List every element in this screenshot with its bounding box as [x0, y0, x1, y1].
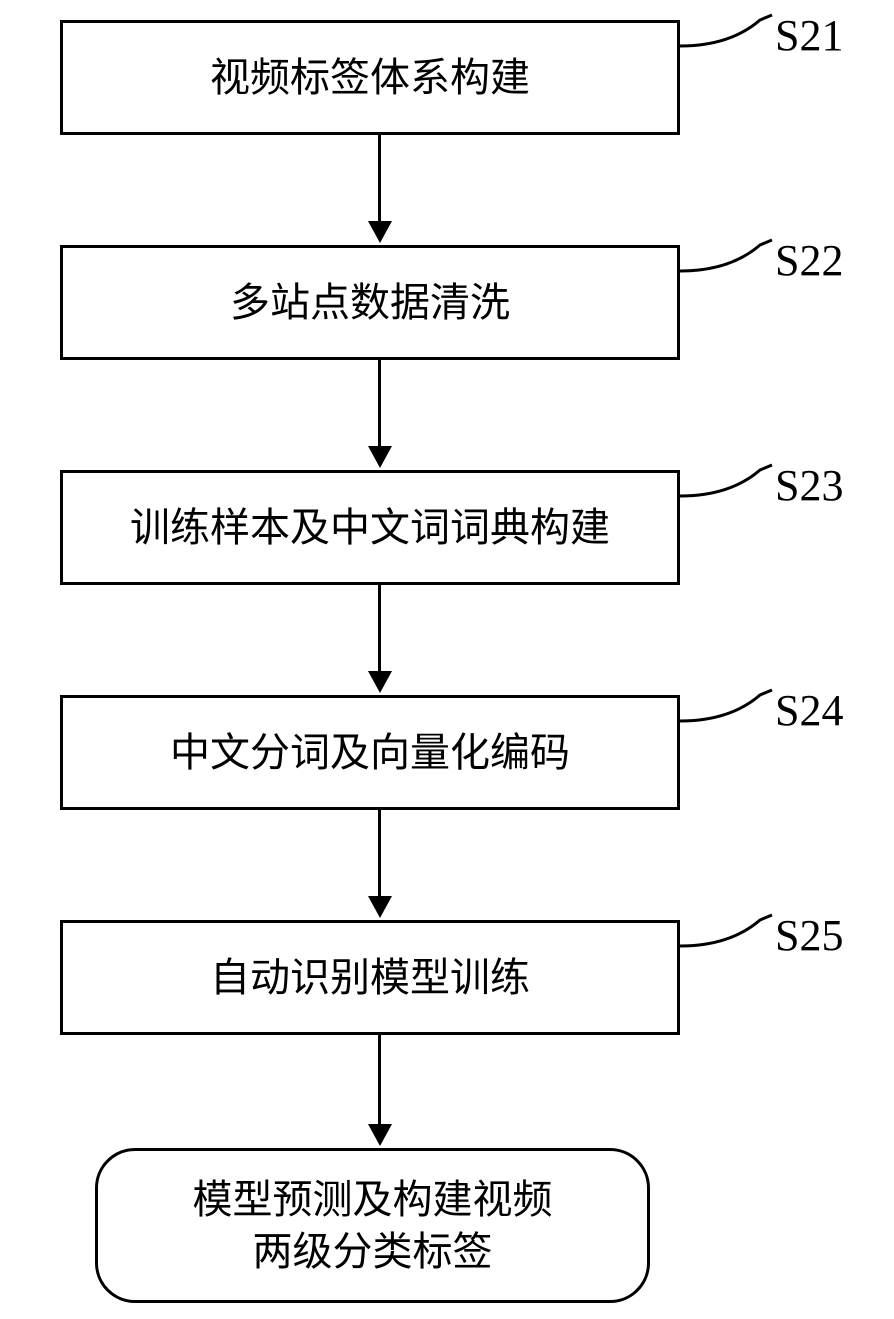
flowchart-node-s21: 视频标签体系构建 — [60, 20, 680, 135]
arrow-s22-s23 — [368, 360, 392, 470]
arrow-s21-s22 — [368, 135, 392, 245]
connector-curve-s23 — [680, 460, 775, 508]
node-label: 中文分词及向量化编码 — [170, 727, 570, 779]
flowchart-node-output: 模型预测及构建视频 两级分类标签 — [95, 1148, 650, 1303]
step-label-s24: S24 — [775, 685, 843, 736]
flowchart-node-s25: 自动识别模型训练 — [60, 920, 680, 1035]
connector-curve-s22 — [680, 235, 775, 283]
node-label: 视频标签体系构建 — [210, 52, 530, 104]
step-label-s25: S25 — [775, 910, 843, 961]
arrow-s25-output — [368, 1035, 392, 1148]
node-label: 自动识别模型训练 — [210, 952, 530, 1004]
node-label: 训练样本及中文词词典构建 — [130, 502, 610, 554]
node-label: 多站点数据清洗 — [230, 277, 510, 329]
step-label-s21: S21 — [775, 10, 843, 61]
arrow-s23-s24 — [368, 585, 392, 695]
connector-curve-s21 — [680, 10, 775, 58]
flowchart-node-s24: 中文分词及向量化编码 — [60, 695, 680, 810]
flowchart-container: 视频标签体系构建 S21 多站点数据清洗 S22 训练样本及中文词词典构建 S2… — [0, 0, 894, 1319]
flowchart-node-s22: 多站点数据清洗 — [60, 245, 680, 360]
connector-curve-s25 — [680, 910, 775, 958]
step-label-s23: S23 — [775, 460, 843, 511]
flowchart-node-s23: 训练样本及中文词词典构建 — [60, 470, 680, 585]
step-label-s22: S22 — [775, 235, 843, 286]
connector-curve-s24 — [680, 685, 775, 733]
arrow-s24-s25 — [368, 810, 392, 920]
node-label: 模型预测及构建视频 两级分类标签 — [193, 1174, 553, 1278]
